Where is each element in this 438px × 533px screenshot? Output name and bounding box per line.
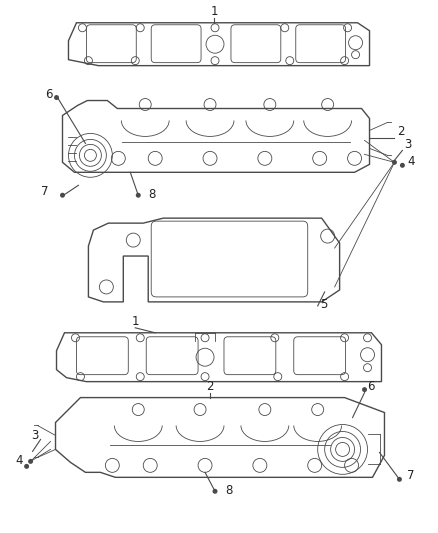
Text: 1: 1 [131, 315, 139, 328]
Circle shape [362, 387, 367, 392]
Text: 6: 6 [367, 379, 375, 393]
Text: 3: 3 [404, 139, 412, 151]
Text: 5: 5 [320, 298, 327, 311]
Text: 8: 8 [225, 484, 232, 497]
Circle shape [392, 160, 397, 165]
Circle shape [212, 489, 218, 494]
Text: 4: 4 [15, 454, 23, 467]
Circle shape [60, 193, 65, 198]
Text: 6: 6 [45, 87, 53, 101]
Circle shape [24, 464, 29, 469]
Text: 2: 2 [206, 379, 214, 393]
Text: 1: 1 [210, 5, 218, 18]
Text: 8: 8 [148, 188, 155, 201]
Text: 4: 4 [407, 155, 415, 168]
Circle shape [400, 163, 405, 168]
Text: 3: 3 [31, 430, 39, 442]
Circle shape [28, 459, 33, 464]
Circle shape [397, 477, 402, 482]
Text: 7: 7 [407, 470, 415, 482]
Circle shape [136, 193, 141, 198]
Text: 7: 7 [41, 185, 49, 198]
Circle shape [54, 95, 59, 100]
Text: 2: 2 [397, 125, 405, 139]
